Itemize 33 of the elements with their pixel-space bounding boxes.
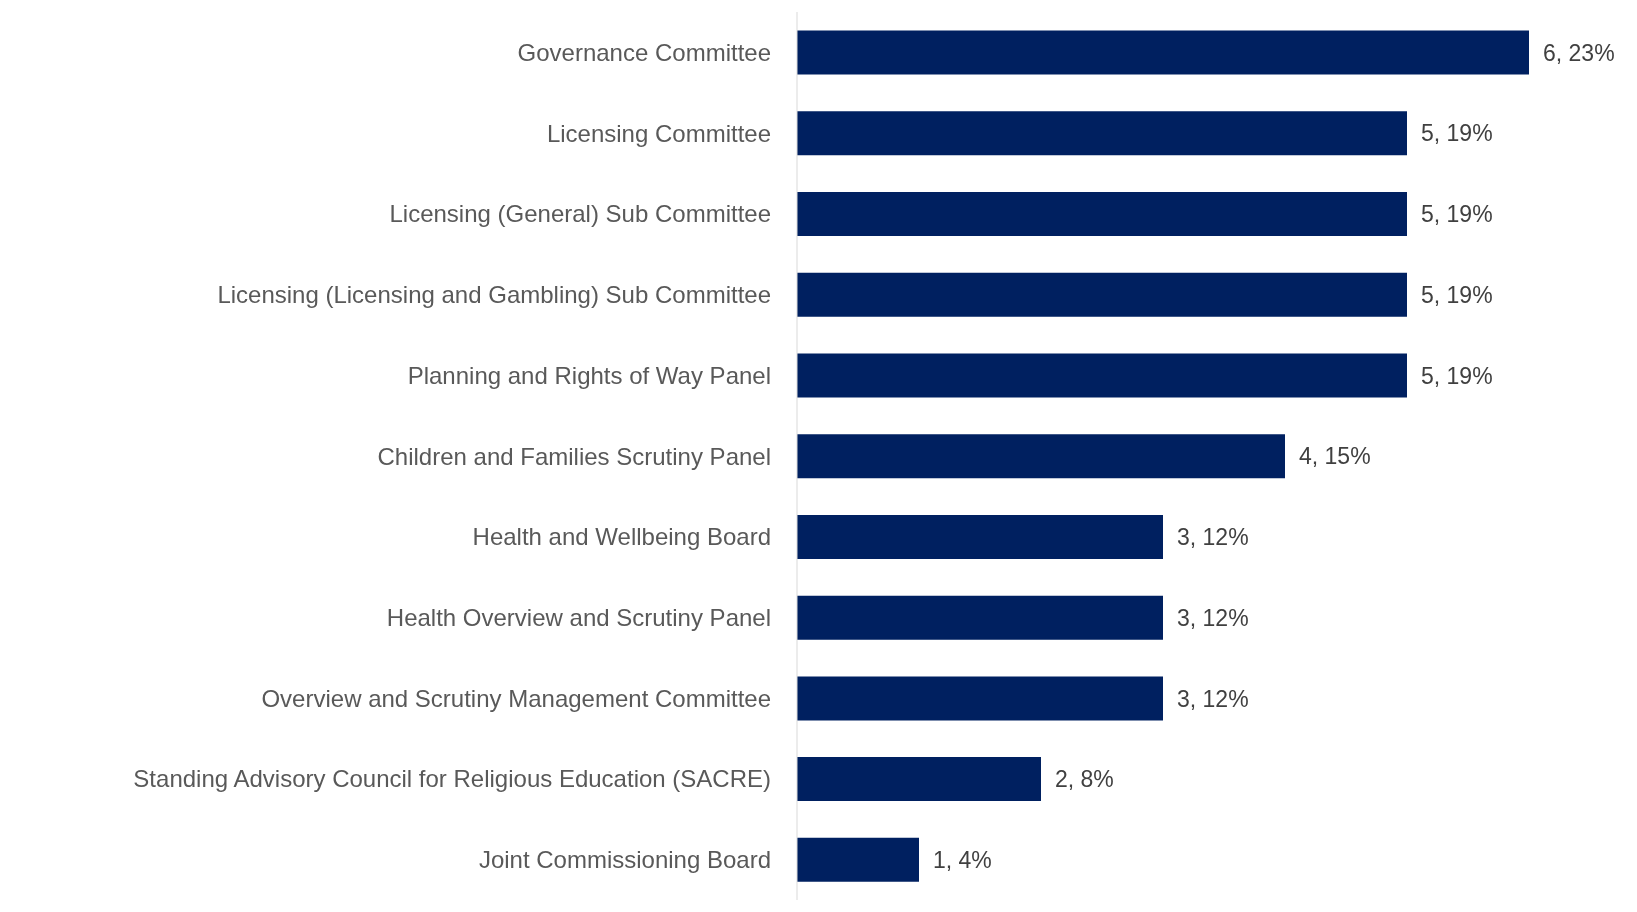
data-label: 1, 4% — [933, 847, 992, 874]
y-tick-label: Licensing (General) Sub Committee — [389, 200, 771, 228]
bar — [797, 434, 1285, 479]
bar — [797, 30, 1529, 75]
bar — [797, 595, 1163, 640]
bar — [797, 192, 1407, 237]
bar — [797, 272, 1407, 317]
y-tick-label: Planning and Rights of Way Panel — [407, 361, 771, 389]
data-label: 3, 12% — [1177, 685, 1249, 712]
data-label: 6, 23% — [1543, 39, 1615, 66]
y-tick-label: Joint Commissioning Board — [478, 846, 771, 874]
bar — [797, 837, 919, 882]
data-label: 5, 19% — [1421, 281, 1493, 308]
data-label: 5, 19% — [1421, 201, 1493, 228]
y-tick-label: Health and Wellbeing Board — [472, 523, 771, 551]
bar — [797, 353, 1407, 398]
bar — [797, 514, 1163, 559]
y-tick-label: Children and Families Scrutiny Panel — [377, 442, 771, 470]
y-tick-label: Overview and Scrutiny Management Committee — [261, 684, 771, 712]
y-tick-label: Governance Committee — [517, 38, 771, 66]
data-label: 3, 12% — [1177, 604, 1249, 631]
data-label: 2, 8% — [1055, 766, 1114, 793]
bar — [797, 757, 1041, 802]
y-tick-label: Health Overview and Scrutiny Panel — [386, 603, 771, 631]
bar — [797, 111, 1407, 156]
data-label: 4, 15% — [1299, 443, 1371, 470]
data-label: 5, 19% — [1421, 362, 1493, 389]
data-label: 3, 12% — [1177, 524, 1249, 551]
bar — [797, 676, 1163, 721]
y-tick-label: Licensing (Licensing and Gambling) Sub Committee — [217, 281, 771, 309]
y-tick-label: Standing Advisory Council for Religious Education (SACRE) — [133, 765, 771, 793]
data-label: 5, 19% — [1421, 120, 1493, 147]
y-tick-label: Licensing Committee — [546, 119, 771, 147]
